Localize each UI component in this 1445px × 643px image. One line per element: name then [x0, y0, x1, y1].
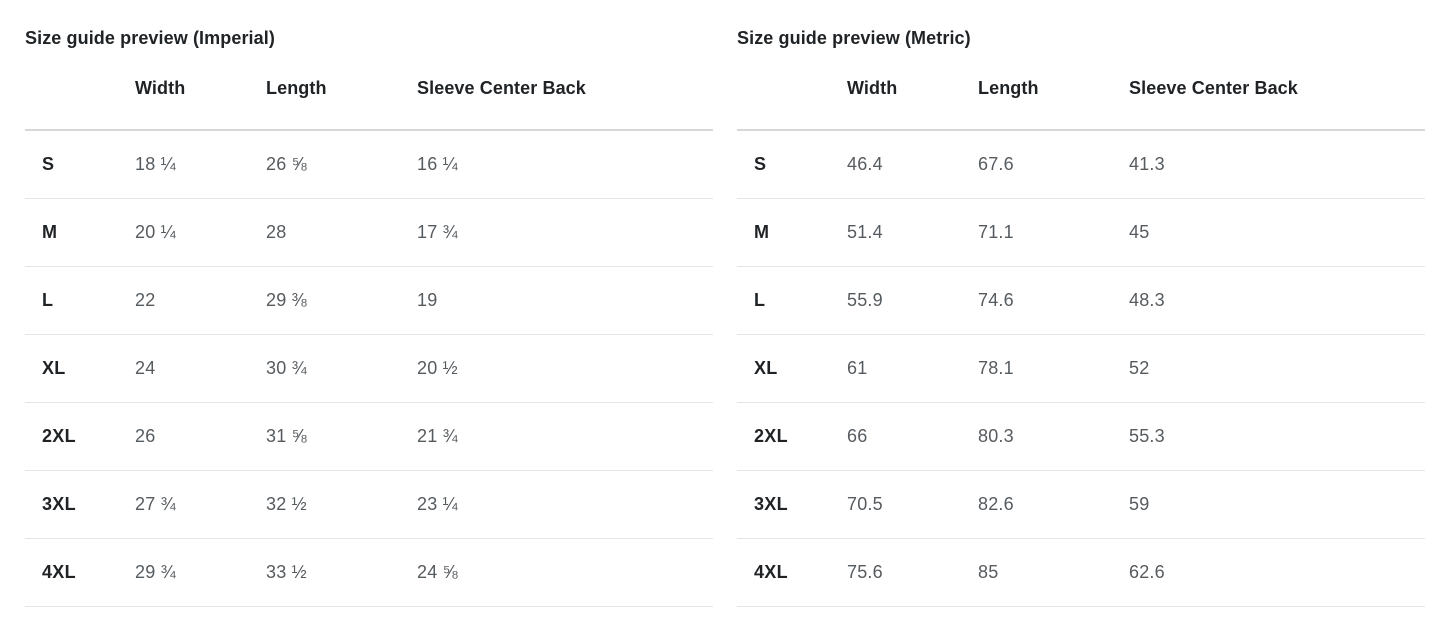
table-row: S 18 ¼ 26 ⅝ 16 ¼: [25, 130, 713, 199]
sleeve-center-back-value: 41.3: [1129, 130, 1425, 199]
size-guide-imperial: Size guide preview (Imperial) Width Leng…: [25, 28, 713, 643]
width-value: 70.5: [847, 470, 978, 539]
size-label: XL: [25, 334, 135, 403]
sleeve-center-back-value: 48.3: [1129, 266, 1425, 335]
length-value: 29 ⅜: [266, 266, 417, 335]
width-value: 61: [847, 334, 978, 403]
header-length: Length: [978, 49, 1129, 131]
size-table-metric: Width Length Sleeve Center Back S 46.4 6…: [737, 49, 1425, 607]
width-value: 51.4: [847, 198, 978, 267]
size-label: 2XL: [737, 402, 847, 471]
header-sleeve-center-back: Sleeve Center Back: [1129, 49, 1425, 131]
width-value: 66: [847, 402, 978, 471]
table-row: 4XL 29 ¾ 33 ½ 24 ⅝: [25, 538, 713, 607]
size-guide-metric: Size guide preview (Metric) Width Length…: [737, 28, 1425, 643]
table-header-row: Width Length Sleeve Center Back: [737, 49, 1425, 131]
size-label: 2XL: [25, 402, 135, 471]
size-label: M: [25, 198, 135, 267]
length-value: 85: [978, 538, 1129, 607]
table-row: M 51.4 71.1 45: [737, 198, 1425, 267]
length-value: 74.6: [978, 266, 1129, 335]
table-row: 2XL 26 31 ⅝ 21 ¾: [25, 402, 713, 471]
width-value: 24: [135, 334, 266, 403]
table-row: 2XL 66 80.3 55.3: [737, 402, 1425, 471]
width-value: 18 ¼: [135, 130, 266, 199]
sleeve-center-back-value: 23 ¼: [417, 470, 713, 539]
size-label: S: [737, 130, 847, 199]
size-label: 3XL: [25, 470, 135, 539]
sleeve-center-back-value: 59: [1129, 470, 1425, 539]
sleeve-center-back-value: 52: [1129, 334, 1425, 403]
size-label: 3XL: [737, 470, 847, 539]
length-value: 71.1: [978, 198, 1129, 267]
header-sleeve-center-back: Sleeve Center Back: [417, 49, 713, 131]
length-value: 80.3: [978, 402, 1129, 471]
table-row: 4XL 75.6 85 62.6: [737, 538, 1425, 607]
width-value: 55.9: [847, 266, 978, 335]
length-value: 26 ⅝: [266, 130, 417, 199]
sleeve-center-back-value: 16 ¼: [417, 130, 713, 199]
table-row: S 46.4 67.6 41.3: [737, 130, 1425, 199]
length-value: 67.6: [978, 130, 1129, 199]
sleeve-center-back-value: 20 ½: [417, 334, 713, 403]
table-row: L 22 29 ⅜ 19: [25, 266, 713, 335]
header-width: Width: [847, 49, 978, 131]
table-header-row: Width Length Sleeve Center Back: [25, 49, 713, 131]
size-label: XL: [737, 334, 847, 403]
sleeve-center-back-value: 45: [1129, 198, 1425, 267]
table-row: 3XL 70.5 82.6 59: [737, 470, 1425, 539]
table-row: 3XL 27 ¾ 32 ½ 23 ¼: [25, 470, 713, 539]
size-label: L: [737, 266, 847, 335]
header-length: Length: [266, 49, 417, 131]
header-width: Width: [135, 49, 266, 131]
length-value: 82.6: [978, 470, 1129, 539]
size-guide-metric-title: Size guide preview (Metric): [737, 28, 971, 48]
table-row: XL 61 78.1 52: [737, 334, 1425, 403]
sleeve-center-back-value: 24 ⅝: [417, 538, 713, 607]
width-value: 22: [135, 266, 266, 335]
size-guide-imperial-title: Size guide preview (Imperial): [25, 28, 275, 48]
table-row: L 55.9 74.6 48.3: [737, 266, 1425, 335]
length-value: 32 ½: [266, 470, 417, 539]
sleeve-center-back-value: 21 ¾: [417, 402, 713, 471]
width-value: 75.6: [847, 538, 978, 607]
size-label: L: [25, 266, 135, 335]
sleeve-center-back-value: 62.6: [1129, 538, 1425, 607]
width-value: 26: [135, 402, 266, 471]
width-value: 27 ¾: [135, 470, 266, 539]
table-row: M 20 ¼ 28 17 ¾: [25, 198, 713, 267]
size-label: 4XL: [737, 538, 847, 607]
size-table-imperial: Width Length Sleeve Center Back S 18 ¼ 2…: [25, 49, 713, 607]
length-value: 78.1: [978, 334, 1129, 403]
size-label: S: [25, 130, 135, 199]
width-value: 46.4: [847, 130, 978, 199]
header-size: [737, 49, 847, 131]
table-row: XL 24 30 ¾ 20 ½: [25, 334, 713, 403]
sleeve-center-back-value: 55.3: [1129, 402, 1425, 471]
width-value: 20 ¼: [135, 198, 266, 267]
header-size: [25, 49, 135, 131]
length-value: 28: [266, 198, 417, 267]
size-label: M: [737, 198, 847, 267]
width-value: 29 ¾: [135, 538, 266, 607]
length-value: 30 ¾: [266, 334, 417, 403]
sleeve-center-back-value: 19: [417, 266, 713, 335]
length-value: 33 ½: [266, 538, 417, 607]
sleeve-center-back-value: 17 ¾: [417, 198, 713, 267]
size-label: 4XL: [25, 538, 135, 607]
length-value: 31 ⅝: [266, 402, 417, 471]
